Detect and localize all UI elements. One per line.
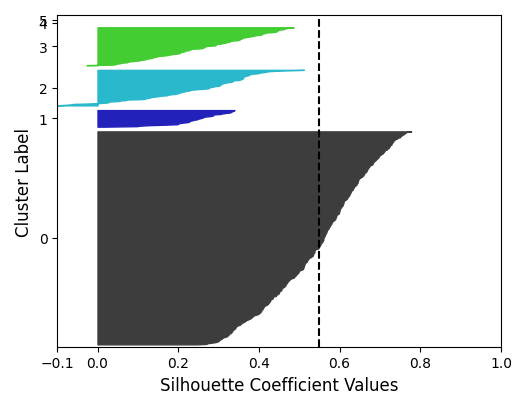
X-axis label: Silhouette Coefficient Values: Silhouette Coefficient Values	[160, 376, 398, 394]
Y-axis label: Cluster Label: Cluster Label	[15, 127, 33, 236]
